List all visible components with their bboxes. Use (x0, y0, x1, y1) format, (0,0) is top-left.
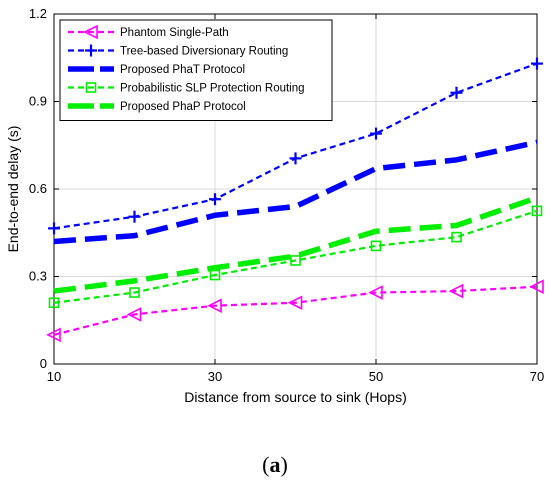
series-5 (53, 195, 538, 294)
data-point (207, 298, 222, 313)
legend-label: Phantom Single-Path (120, 27, 229, 39)
legend-label: Probabilistic SLP Protection Routing (120, 83, 305, 95)
data-point (209, 269, 221, 281)
legend-item: Proposed PhaP Protocol (68, 101, 246, 113)
data-point (46, 327, 61, 343)
data-point (289, 152, 302, 165)
data-point (529, 279, 544, 295)
legend-label: Proposed PhaT Protocol (120, 64, 245, 76)
data-point (450, 86, 463, 99)
y-tick-label: 1.2 (29, 6, 47, 21)
legend-label: Tree-based Diversionary Routing (120, 46, 288, 58)
series-line (53, 195, 538, 294)
data-point (290, 255, 301, 266)
data-point (126, 307, 142, 322)
legend-marker (85, 82, 97, 93)
legend-marker (83, 24, 98, 40)
data-point (48, 297, 60, 309)
data-point (370, 240, 382, 252)
data-point (448, 283, 464, 299)
legend-item: Phantom Single-Path (68, 24, 229, 40)
legend-marker (85, 44, 97, 57)
series-line (53, 209, 538, 304)
y-tick-label: 0 (40, 356, 47, 371)
caption-close-paren: ) (280, 452, 288, 477)
series-line (53, 139, 538, 245)
series-1 (46, 279, 544, 343)
y-tick-label: 0.3 (29, 269, 47, 284)
x-tick-label: 50 (369, 369, 383, 384)
data-point (209, 193, 221, 206)
data-point (370, 127, 382, 140)
data-point (531, 57, 543, 70)
x-tick-label: 70 (530, 369, 544, 384)
legend-item: Tree-based Diversionary Routing (68, 44, 288, 58)
data-point (287, 295, 303, 311)
legend-item: Proposed PhaT Protocol (68, 64, 245, 76)
series-2 (48, 57, 543, 235)
data-point (129, 287, 140, 298)
x-tick-label: 30 (208, 369, 222, 384)
x-axis-label: Distance from source to sink (Hops) (184, 389, 407, 405)
series-line (53, 285, 538, 336)
series-3 (53, 139, 538, 245)
tick-labels: 10 30 50 70 0 0.3 0.6 0.9 1.2 (29, 6, 544, 384)
caption-open-paren: ( (262, 452, 270, 477)
series-4 (48, 205, 543, 309)
line-chart: 10 30 50 70 0 0.3 0.6 0.9 1.2 Distance from sour… (5, 6, 544, 405)
legend: Phantom Single-Path Tree-based Diversiona… (59, 19, 333, 121)
series-layer (46, 57, 544, 343)
data-point (451, 231, 462, 243)
y-tick-label: 0.6 (29, 181, 47, 196)
x-tick-label: 10 (47, 369, 61, 384)
data-point (48, 222, 60, 235)
figure-caption: (a) (0, 452, 550, 478)
data-point (368, 285, 383, 300)
legend-label: Proposed PhaP Protocol (120, 101, 246, 113)
caption-label: a (269, 452, 281, 477)
y-axis-label: End-to-end delay (s) (5, 126, 21, 253)
legend-item: Probabilistic SLP Protection Routing (68, 82, 305, 95)
y-tick-label: 0.9 (29, 94, 47, 109)
data-point (128, 210, 141, 223)
data-point (531, 205, 543, 217)
